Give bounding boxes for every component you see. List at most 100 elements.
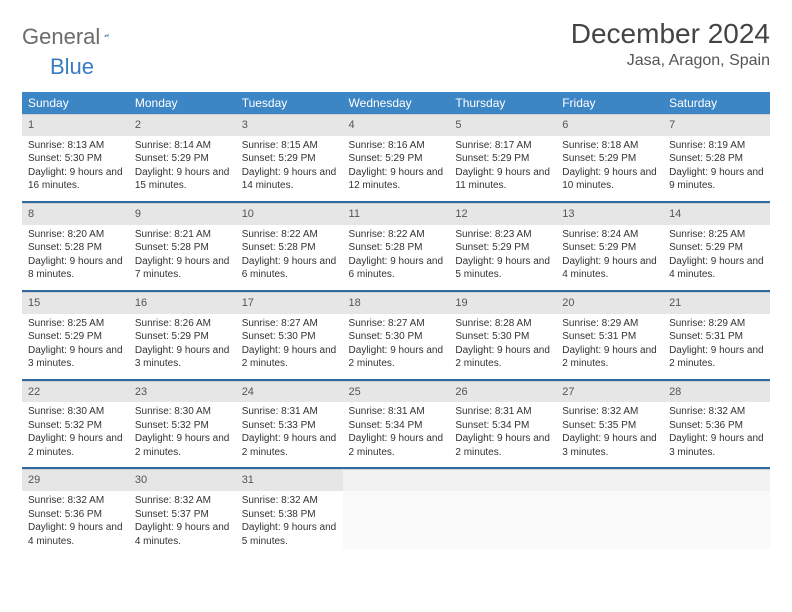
day-number: 29	[22, 469, 129, 491]
sunrise-text: Sunrise: 8:16 AM	[349, 139, 444, 153]
sunset-text: Sunset: 5:30 PM	[455, 330, 550, 344]
day-body: Sunrise: 8:32 AMSunset: 5:36 PMDaylight:…	[663, 402, 770, 467]
calendar-day-cell: 9Sunrise: 8:21 AMSunset: 5:28 PMDaylight…	[129, 202, 236, 291]
daylight-text: Daylight: 9 hours and 12 minutes.	[349, 166, 444, 193]
day-number: 7	[663, 114, 770, 136]
daylight-text: Daylight: 9 hours and 4 minutes.	[135, 521, 230, 548]
day-body: Sunrise: 8:16 AMSunset: 5:29 PMDaylight:…	[343, 136, 450, 201]
calendar-day-cell: 13Sunrise: 8:24 AMSunset: 5:29 PMDayligh…	[556, 202, 663, 291]
calendar-week-row: 1Sunrise: 8:13 AMSunset: 5:30 PMDaylight…	[22, 114, 770, 202]
location-text: Jasa, Aragon, Spain	[571, 52, 770, 70]
day-body: Sunrise: 8:27 AMSunset: 5:30 PMDaylight:…	[236, 314, 343, 379]
daylight-text: Daylight: 9 hours and 4 minutes.	[562, 255, 657, 282]
day-body: Sunrise: 8:26 AMSunset: 5:29 PMDaylight:…	[129, 314, 236, 379]
daylight-text: Daylight: 9 hours and 2 minutes.	[28, 432, 123, 459]
calendar-day-cell: 19Sunrise: 8:28 AMSunset: 5:30 PMDayligh…	[449, 291, 556, 380]
sunset-text: Sunset: 5:36 PM	[669, 419, 764, 433]
day-number: 16	[129, 292, 236, 314]
day-number: 28	[663, 381, 770, 403]
calendar-body: 1Sunrise: 8:13 AMSunset: 5:30 PMDaylight…	[22, 114, 770, 556]
calendar-header-row: Sunday Monday Tuesday Wednesday Thursday…	[22, 92, 770, 114]
day-body: Sunrise: 8:23 AMSunset: 5:29 PMDaylight:…	[449, 225, 556, 290]
calendar-day-cell: 31Sunrise: 8:32 AMSunset: 5:38 PMDayligh…	[236, 468, 343, 556]
daylight-text: Daylight: 9 hours and 2 minutes.	[242, 344, 337, 371]
sunset-text: Sunset: 5:32 PM	[28, 419, 123, 433]
day-body: Sunrise: 8:17 AMSunset: 5:29 PMDaylight:…	[449, 136, 556, 201]
sunrise-text: Sunrise: 8:20 AM	[28, 228, 123, 242]
sunrise-text: Sunrise: 8:25 AM	[28, 317, 123, 331]
day-number: 9	[129, 203, 236, 225]
logo-text-general: General	[22, 24, 100, 50]
sunset-text: Sunset: 5:38 PM	[242, 508, 337, 522]
day-number: 5	[449, 114, 556, 136]
logo-text-blue: Blue	[50, 54, 94, 80]
calendar-week-row: 8Sunrise: 8:20 AMSunset: 5:28 PMDaylight…	[22, 202, 770, 291]
sunset-text: Sunset: 5:34 PM	[455, 419, 550, 433]
day-body: Sunrise: 8:31 AMSunset: 5:34 PMDaylight:…	[343, 402, 450, 467]
month-title: December 2024	[571, 18, 770, 50]
sunrise-text: Sunrise: 8:29 AM	[669, 317, 764, 331]
day-body: Sunrise: 8:22 AMSunset: 5:28 PMDaylight:…	[236, 225, 343, 290]
calendar-day-cell: 3Sunrise: 8:15 AMSunset: 5:29 PMDaylight…	[236, 114, 343, 202]
day-number: 20	[556, 292, 663, 314]
day-body: Sunrise: 8:25 AMSunset: 5:29 PMDaylight:…	[22, 314, 129, 379]
daylight-text: Daylight: 9 hours and 2 minutes.	[455, 344, 550, 371]
sunset-text: Sunset: 5:28 PM	[242, 241, 337, 255]
calendar-day-cell: 23Sunrise: 8:30 AMSunset: 5:32 PMDayligh…	[129, 380, 236, 469]
sunset-text: Sunset: 5:36 PM	[28, 508, 123, 522]
calendar-table: Sunday Monday Tuesday Wednesday Thursday…	[22, 92, 770, 556]
day-number: 24	[236, 381, 343, 403]
day-number: 19	[449, 292, 556, 314]
day-body: Sunrise: 8:15 AMSunset: 5:29 PMDaylight:…	[236, 136, 343, 201]
day-number: 31	[236, 469, 343, 491]
calendar-day-cell	[449, 468, 556, 556]
sunrise-text: Sunrise: 8:32 AM	[242, 494, 337, 508]
day-body: Sunrise: 8:14 AMSunset: 5:29 PMDaylight:…	[129, 136, 236, 201]
day-number: 12	[449, 203, 556, 225]
daylight-text: Daylight: 9 hours and 7 minutes.	[135, 255, 230, 282]
day-number: 3	[236, 114, 343, 136]
daylight-text: Daylight: 9 hours and 2 minutes.	[349, 344, 444, 371]
day-number: 11	[343, 203, 450, 225]
weekday-header: Wednesday	[343, 92, 450, 114]
sunset-text: Sunset: 5:29 PM	[562, 241, 657, 255]
calendar-day-cell: 18Sunrise: 8:27 AMSunset: 5:30 PMDayligh…	[343, 291, 450, 380]
day-number: 6	[556, 114, 663, 136]
day-number	[663, 469, 770, 491]
day-body: Sunrise: 8:24 AMSunset: 5:29 PMDaylight:…	[556, 225, 663, 290]
day-number: 22	[22, 381, 129, 403]
weekday-header: Friday	[556, 92, 663, 114]
calendar-day-cell: 17Sunrise: 8:27 AMSunset: 5:30 PMDayligh…	[236, 291, 343, 380]
calendar-week-row: 22Sunrise: 8:30 AMSunset: 5:32 PMDayligh…	[22, 380, 770, 469]
weekday-header: Saturday	[663, 92, 770, 114]
day-number: 27	[556, 381, 663, 403]
sunset-text: Sunset: 5:29 PM	[455, 152, 550, 166]
sunset-text: Sunset: 5:34 PM	[349, 419, 444, 433]
day-body: Sunrise: 8:22 AMSunset: 5:28 PMDaylight:…	[343, 225, 450, 290]
sunrise-text: Sunrise: 8:32 AM	[669, 405, 764, 419]
day-number: 14	[663, 203, 770, 225]
calendar-day-cell: 2Sunrise: 8:14 AMSunset: 5:29 PMDaylight…	[129, 114, 236, 202]
sunset-text: Sunset: 5:31 PM	[562, 330, 657, 344]
day-body: Sunrise: 8:20 AMSunset: 5:28 PMDaylight:…	[22, 225, 129, 290]
daylight-text: Daylight: 9 hours and 3 minutes.	[669, 432, 764, 459]
calendar-day-cell: 21Sunrise: 8:29 AMSunset: 5:31 PMDayligh…	[663, 291, 770, 380]
calendar-day-cell	[556, 468, 663, 556]
sunset-text: Sunset: 5:28 PM	[669, 152, 764, 166]
day-body: Sunrise: 8:29 AMSunset: 5:31 PMDaylight:…	[556, 314, 663, 379]
calendar-week-row: 15Sunrise: 8:25 AMSunset: 5:29 PMDayligh…	[22, 291, 770, 380]
calendar-day-cell: 14Sunrise: 8:25 AMSunset: 5:29 PMDayligh…	[663, 202, 770, 291]
daylight-text: Daylight: 9 hours and 6 minutes.	[242, 255, 337, 282]
logo: General	[22, 18, 106, 50]
sunset-text: Sunset: 5:28 PM	[28, 241, 123, 255]
sunrise-text: Sunrise: 8:31 AM	[242, 405, 337, 419]
sunrise-text: Sunrise: 8:31 AM	[455, 405, 550, 419]
sunset-text: Sunset: 5:30 PM	[28, 152, 123, 166]
sunset-text: Sunset: 5:28 PM	[135, 241, 230, 255]
day-number: 17	[236, 292, 343, 314]
day-body: Sunrise: 8:30 AMSunset: 5:32 PMDaylight:…	[129, 402, 236, 467]
day-body: Sunrise: 8:31 AMSunset: 5:34 PMDaylight:…	[449, 402, 556, 467]
sunrise-text: Sunrise: 8:29 AM	[562, 317, 657, 331]
calendar-week-row: 29 Sunrise: 8:32 AM Sunset: 5:36 PM Dayligh…	[22, 468, 770, 556]
calendar-day-cell: 20Sunrise: 8:29 AMSunset: 5:31 PMDayligh…	[556, 291, 663, 380]
